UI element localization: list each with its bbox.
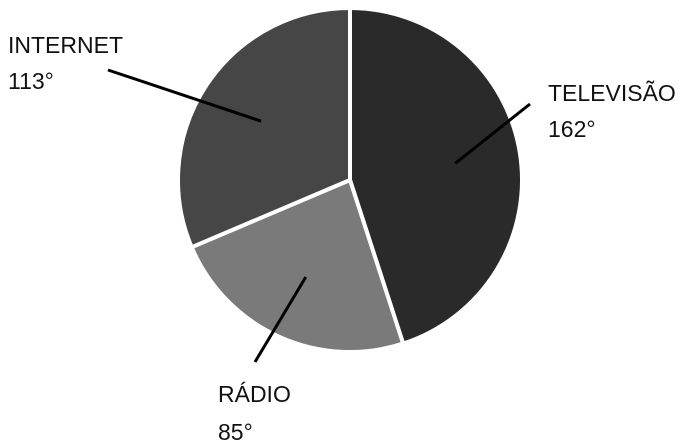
slice-value-radio: 85°: [218, 419, 253, 445]
slice-label-television: TELEVISÃO: [548, 80, 676, 106]
slice-label-radio: RÁDIO: [218, 381, 291, 407]
pie-slice-radio: [189, 178, 406, 354]
leader-line-television: [454, 102, 531, 165]
slice-value-television: 162°: [548, 116, 596, 142]
pie-slice-internet: [176, 6, 352, 250]
leader-line-radio: [253, 276, 308, 363]
leader-line-internet: [107, 68, 262, 123]
leader-lines: [107, 68, 531, 363]
slice-value-internet: 113°: [8, 68, 54, 94]
pie-slices: [176, 6, 524, 354]
pie-slice-television: [348, 6, 524, 346]
slice-label-internet: INTERNET: [8, 32, 123, 58]
